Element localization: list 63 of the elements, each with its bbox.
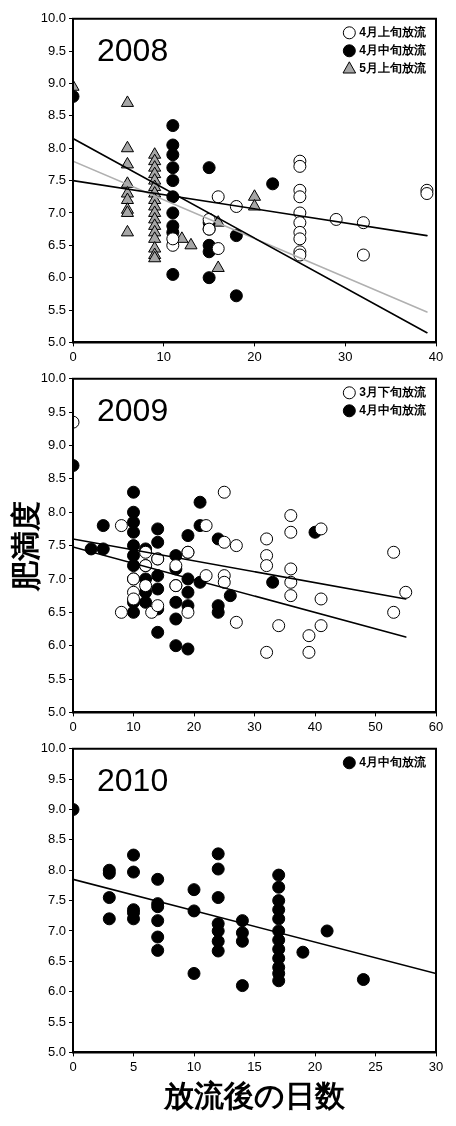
- legend-label: 4月中旬放流: [359, 43, 427, 58]
- legend-label: 4月中旬放流: [359, 755, 427, 770]
- x-tick-label: 40: [307, 718, 323, 734]
- y-tick-label: 6.0: [47, 637, 66, 653]
- y-tick-label: 9.5: [47, 42, 66, 58]
- y-tick-label: 7.5: [47, 172, 66, 188]
- x-tick-label: 10: [156, 348, 171, 364]
- y-tick-label: 9.5: [47, 770, 66, 786]
- x-tick-label: 30: [338, 348, 353, 364]
- chart-title: 2010: [97, 761, 169, 798]
- legend-label: 5月上旬放流: [359, 61, 427, 76]
- y-tick-label: 8.5: [47, 107, 66, 123]
- legend-label: 4月上旬放流: [359, 25, 427, 40]
- y-tick-label: 9.0: [47, 75, 66, 91]
- y-tick-label: 9.5: [47, 403, 66, 419]
- y-tick-label: 10.0: [40, 370, 66, 386]
- y-tick-label: 7.5: [47, 537, 66, 553]
- x-tick-label: 5: [129, 1058, 138, 1074]
- x-tick-label: 15: [247, 1058, 262, 1074]
- y-tick-label: 8.5: [47, 470, 66, 486]
- y-tick-label: 8.5: [47, 831, 66, 847]
- x-tick-label: 0: [69, 718, 77, 734]
- x-tick-label: 20: [186, 718, 202, 734]
- legend-label: 3月下旬放流: [359, 385, 427, 400]
- x-tick-label: 40: [428, 348, 444, 364]
- x-tick-label: 60: [428, 718, 444, 734]
- x-tick-label: 0: [69, 1058, 77, 1074]
- y-tick-label: 5.0: [47, 333, 66, 349]
- x-tick-label: 20: [307, 1058, 323, 1074]
- y-tick-label: 8.0: [47, 503, 66, 519]
- legend-label: 4月中旬放流: [359, 403, 427, 418]
- chart-title: 2008: [97, 31, 169, 68]
- y-tick-label: 5.5: [47, 1013, 66, 1029]
- y-tick-label: 5.5: [47, 301, 66, 317]
- x-tick-label: 30: [428, 1058, 444, 1074]
- x-tick-label: 25: [368, 1058, 383, 1074]
- y-tick-label: 5.5: [47, 670, 66, 686]
- y-tick-label: 5.0: [47, 703, 66, 719]
- y-tick-label: 7.0: [47, 922, 66, 938]
- x-tick-label: 20: [247, 348, 262, 364]
- y-tick-label: 7.0: [47, 570, 66, 586]
- x-tick-label: 0: [69, 348, 77, 364]
- y-tick-label: 10.0: [40, 740, 66, 756]
- x-tick-label: 50: [368, 718, 383, 734]
- y-tick-label: 9.0: [47, 801, 66, 817]
- y-tick-label: 7.0: [47, 204, 66, 220]
- x-tick-label: 10: [186, 1058, 202, 1074]
- x-axis-title: 放流後の日数: [163, 1079, 346, 1113]
- chart-title: 2009: [97, 391, 169, 428]
- x-tick-label: 30: [247, 718, 262, 734]
- y-tick-label: 6.0: [47, 983, 66, 999]
- y-tick-label: 9.0: [47, 437, 66, 453]
- y-tick-label: 7.5: [47, 892, 66, 908]
- y-tick-label: 6.0: [47, 269, 66, 285]
- y-tick-label: 6.5: [47, 952, 66, 968]
- y-tick-label: 6.5: [47, 236, 66, 252]
- y-axis-title: 肥満度: [9, 500, 43, 592]
- y-tick-label: 10.0: [40, 10, 66, 26]
- y-tick-label: 8.0: [47, 139, 66, 155]
- x-tick-label: 10: [126, 718, 141, 734]
- y-tick-label: 6.5: [47, 603, 66, 619]
- y-tick-label: 8.0: [47, 861, 66, 877]
- y-tick-label: 5.0: [47, 1043, 66, 1059]
